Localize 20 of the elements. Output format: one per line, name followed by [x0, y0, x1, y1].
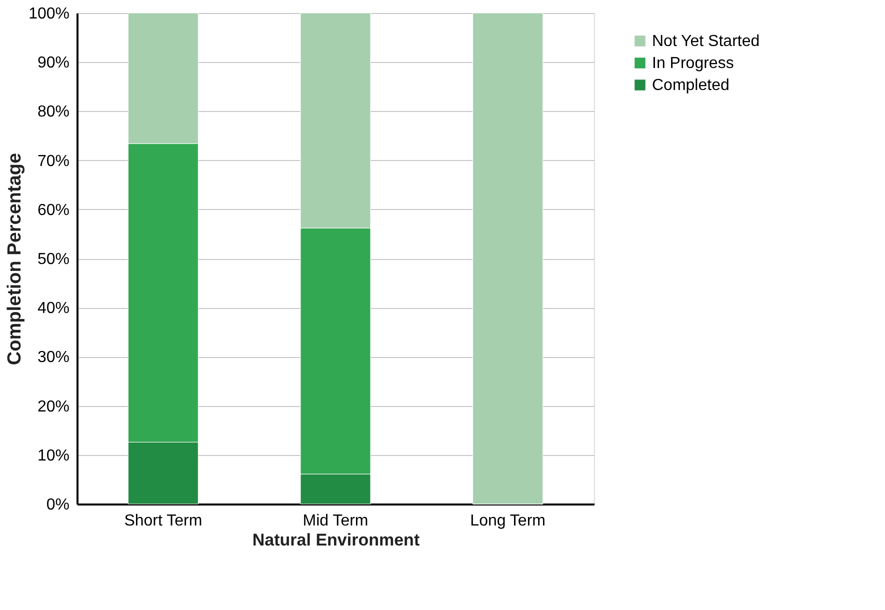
y-tick-label: 50%: [37, 251, 70, 268]
legend-label: Not Yet Started: [652, 33, 760, 50]
y-tick-label: 0%: [46, 496, 70, 514]
bar: [472, 12, 544, 504]
y-tick-label: 20%: [37, 398, 70, 416]
y-tick-label: 80%: [37, 104, 70, 121]
y-tick-label: 70%: [37, 152, 70, 170]
y-tick-label: 40%: [37, 300, 70, 318]
legend-label: Completed: [652, 77, 730, 94]
y-axis-title: Completion Percentage: [4, 152, 26, 366]
x-axis-title: Natural Environment: [252, 530, 420, 550]
y-tick-label: 10%: [37, 447, 70, 464]
x-tick-label: Mid Term: [302, 512, 368, 530]
x-tick-label: Long Term: [470, 512, 546, 530]
y-tick-label: 60%: [37, 202, 70, 219]
y-tick-label: 30%: [37, 349, 70, 366]
y-tick-label: 90%: [37, 54, 70, 72]
y-tick-label: 100%: [28, 6, 70, 22]
x-tick-label: Short Term: [124, 512, 202, 530]
legend-label: In Progress: [652, 55, 734, 72]
